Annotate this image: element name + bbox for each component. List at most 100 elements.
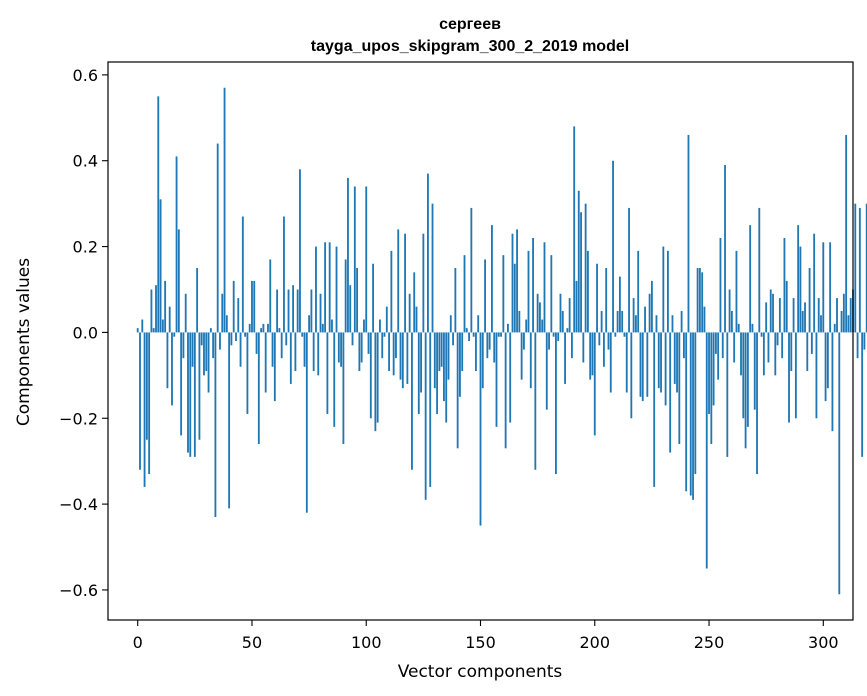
bar (388, 332, 390, 372)
bar (427, 173, 429, 333)
bar (751, 323, 754, 333)
bar (600, 310, 603, 333)
bar (714, 332, 717, 354)
bar (678, 332, 681, 445)
bar (513, 263, 516, 333)
bar (342, 332, 345, 445)
bar (865, 203, 867, 333)
bar (381, 332, 384, 359)
bar (155, 285, 157, 333)
bar (564, 332, 566, 384)
bar (324, 242, 327, 333)
bar (257, 332, 260, 445)
bar (164, 280, 167, 333)
bar (241, 216, 244, 333)
bar (235, 332, 237, 341)
bar (719, 237, 722, 333)
bar (440, 332, 443, 367)
bar (271, 332, 274, 367)
bar (225, 315, 228, 333)
bar (417, 332, 420, 414)
y-tick-label: 0.4 (73, 152, 98, 171)
bar (280, 332, 283, 359)
bar (749, 225, 752, 333)
bar (260, 328, 263, 333)
x-axis-label: Vector components (398, 662, 563, 682)
bar (806, 332, 809, 372)
bar (285, 332, 288, 346)
bar (676, 332, 678, 393)
bar (694, 332, 697, 475)
bar (365, 186, 368, 333)
bar (769, 289, 772, 333)
bar (605, 268, 608, 333)
bars-group (136, 87, 867, 595)
bar (831, 332, 834, 432)
bar (319, 293, 322, 333)
bar (207, 332, 210, 393)
bar (566, 328, 569, 333)
bar (623, 332, 626, 337)
x-tick-label: 250 (694, 633, 725, 652)
bar (397, 229, 400, 333)
bar (301, 332, 304, 337)
bar (854, 203, 857, 333)
bar (468, 332, 470, 341)
y-tick-label: 0.0 (73, 323, 98, 342)
bar (504, 332, 507, 449)
bar (308, 315, 311, 333)
bar (369, 332, 372, 419)
bar (180, 332, 183, 436)
bar (349, 285, 352, 333)
chart-subtitle: tayga_upos_skipgram_300_2_2019 model (311, 38, 629, 55)
bar (379, 319, 381, 333)
bar (808, 268, 811, 333)
bar (657, 332, 660, 389)
bar (698, 268, 701, 333)
bar (536, 293, 539, 333)
bar (616, 310, 619, 333)
bar (328, 242, 331, 333)
bar (244, 332, 247, 337)
bar (628, 207, 630, 333)
bar (340, 332, 343, 367)
bar (406, 332, 409, 384)
bar (477, 315, 480, 333)
bar (660, 332, 662, 393)
bar (552, 332, 555, 337)
bar (193, 332, 196, 457)
bar (292, 285, 295, 333)
bar (168, 306, 171, 333)
bar (502, 255, 505, 333)
bar (721, 332, 724, 359)
bar (541, 319, 544, 333)
bar (849, 298, 852, 333)
bar (577, 190, 580, 333)
bar (479, 332, 482, 526)
bar (376, 332, 379, 423)
bar (568, 298, 571, 333)
bar (838, 332, 841, 595)
bar (523, 332, 525, 350)
bar (639, 332, 642, 397)
bar (461, 332, 464, 372)
bar (363, 319, 365, 333)
bar (708, 332, 710, 414)
bar (161, 319, 164, 333)
bar (209, 328, 212, 333)
bar (283, 216, 285, 333)
bar (157, 96, 160, 333)
bar (191, 332, 194, 367)
bar (671, 315, 674, 333)
bar (792, 298, 795, 333)
bar (648, 293, 651, 333)
bar (246, 332, 249, 414)
bar (372, 263, 375, 333)
bar (447, 332, 450, 380)
bar (778, 298, 781, 333)
bar (742, 332, 745, 419)
bar (586, 250, 589, 333)
x-tick-label: 150 (465, 633, 496, 652)
bar (187, 332, 189, 453)
bar (712, 332, 715, 406)
